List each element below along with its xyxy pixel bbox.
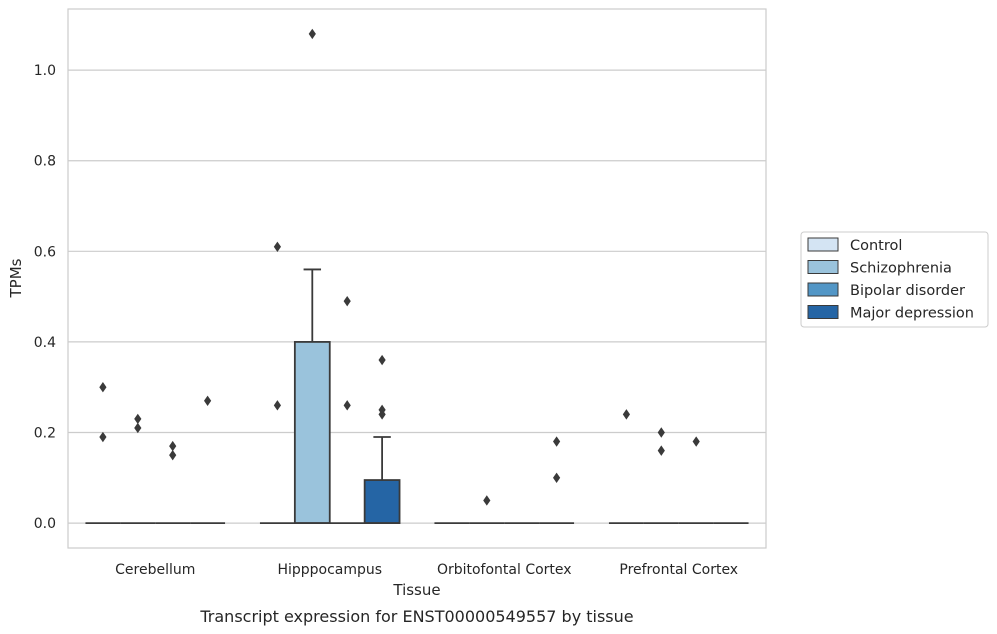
outlier-point (134, 422, 142, 434)
outlier-point (378, 354, 386, 366)
legend-swatch (807, 237, 839, 252)
box-group (85, 382, 121, 524)
box-group (155, 440, 191, 524)
box (293, 341, 331, 524)
legend-frame (800, 231, 989, 328)
outlier-point (378, 409, 386, 420)
box (363, 479, 401, 524)
outlier-point (134, 413, 142, 425)
legend: Control Schizophrenia Bipolar disorder Majo… (800, 231, 989, 328)
x-tick-label: Orbitofontal Cortex (437, 562, 572, 578)
y-tick-label: 0.0 (34, 516, 56, 532)
chart-caption: Transcript expression for ENST0000054955… (199, 607, 633, 626)
outlier-point (483, 495, 491, 506)
outlier-point (169, 449, 177, 461)
box-group (259, 241, 295, 524)
x-tick-label: Prefrontal Cortex (619, 562, 738, 578)
legend-swatch (807, 282, 839, 297)
legend-label: Control (850, 238, 902, 254)
y-tick-label: 0.6 (34, 244, 56, 260)
x-axis-label: Tissue (392, 581, 440, 599)
legend-swatch (807, 305, 839, 319)
legend-swatch (807, 260, 839, 274)
outlier-point (553, 436, 561, 447)
outlier-point (343, 295, 351, 307)
legend-label: Schizophrenia (850, 261, 952, 277)
box-group (608, 409, 644, 524)
y-axis-ticks: 0.0 0.2 0.4 0.6 0.8 1.0 (34, 63, 56, 532)
x-tick-label: Cerebellum (115, 562, 195, 578)
legend-label: Bipolar disorder (850, 283, 965, 299)
box-group (120, 413, 156, 524)
x-tick-label: Hipppocampus (277, 562, 382, 578)
outlier-point (273, 241, 281, 252)
legend-label: Major depression (850, 306, 974, 322)
y-tick-label: 0.4 (34, 335, 56, 351)
box-group (363, 354, 401, 524)
box-group (539, 436, 575, 524)
outlier-point (99, 431, 107, 443)
box-group (293, 28, 331, 524)
box-group (643, 427, 679, 524)
outlier-point (273, 400, 281, 411)
outlier-point (553, 472, 561, 483)
outlier-point (308, 28, 316, 40)
box-group (190, 395, 226, 524)
y-tick-label: 1.0 (34, 63, 56, 79)
x-axis-ticks: Cerebellum Hipppocampus Orbitofontal Corte… (115, 562, 738, 578)
outlier-point (657, 445, 665, 456)
y-tick-label: 0.2 (34, 426, 56, 442)
y-tick-label: 0.8 (34, 154, 56, 170)
outlier-point (204, 395, 212, 406)
outlier-point (622, 409, 630, 420)
box-group (329, 295, 365, 524)
box-group (678, 436, 714, 524)
plot-area-frame (67, 8, 767, 549)
outlier-point (692, 436, 700, 447)
outlier-point (343, 400, 351, 411)
box-plot-series (85, 28, 749, 524)
outlier-point (169, 440, 177, 452)
box-group (469, 495, 505, 524)
y-axis-label: TPMs (7, 258, 25, 298)
outlier-point (657, 427, 665, 438)
outlier-point (99, 382, 107, 393)
